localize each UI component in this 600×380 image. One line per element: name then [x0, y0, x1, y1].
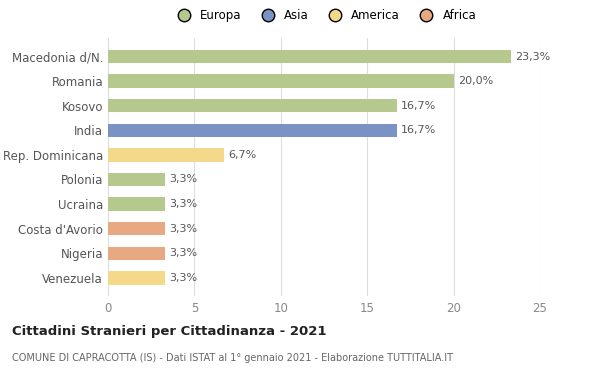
Bar	[108, 247, 165, 260]
Bar	[108, 99, 397, 112]
Bar	[108, 197, 165, 211]
Text: 16,7%: 16,7%	[401, 101, 436, 111]
Bar	[108, 124, 397, 137]
Text: 16,7%: 16,7%	[401, 125, 436, 135]
Text: 3,3%: 3,3%	[169, 199, 197, 209]
Text: 3,3%: 3,3%	[169, 174, 197, 185]
Text: Cittadini Stranieri per Cittadinanza - 2021: Cittadini Stranieri per Cittadinanza - 2…	[12, 325, 326, 338]
Text: 6,7%: 6,7%	[228, 150, 256, 160]
Text: 3,3%: 3,3%	[169, 248, 197, 258]
Legend: Europa, Asia, America, Africa: Europa, Asia, America, Africa	[167, 5, 481, 27]
Bar	[108, 50, 511, 63]
Bar	[108, 173, 165, 186]
Text: 3,3%: 3,3%	[169, 273, 197, 283]
Bar	[108, 271, 165, 285]
Bar	[108, 148, 224, 162]
Bar	[108, 74, 454, 88]
Text: COMUNE DI CAPRACOTTA (IS) - Dati ISTAT al 1° gennaio 2021 - Elaborazione TUTTITA: COMUNE DI CAPRACOTTA (IS) - Dati ISTAT a…	[12, 353, 453, 363]
Text: 20,0%: 20,0%	[458, 76, 493, 86]
Text: 3,3%: 3,3%	[169, 224, 197, 234]
Text: 23,3%: 23,3%	[515, 52, 550, 62]
Bar	[108, 222, 165, 236]
